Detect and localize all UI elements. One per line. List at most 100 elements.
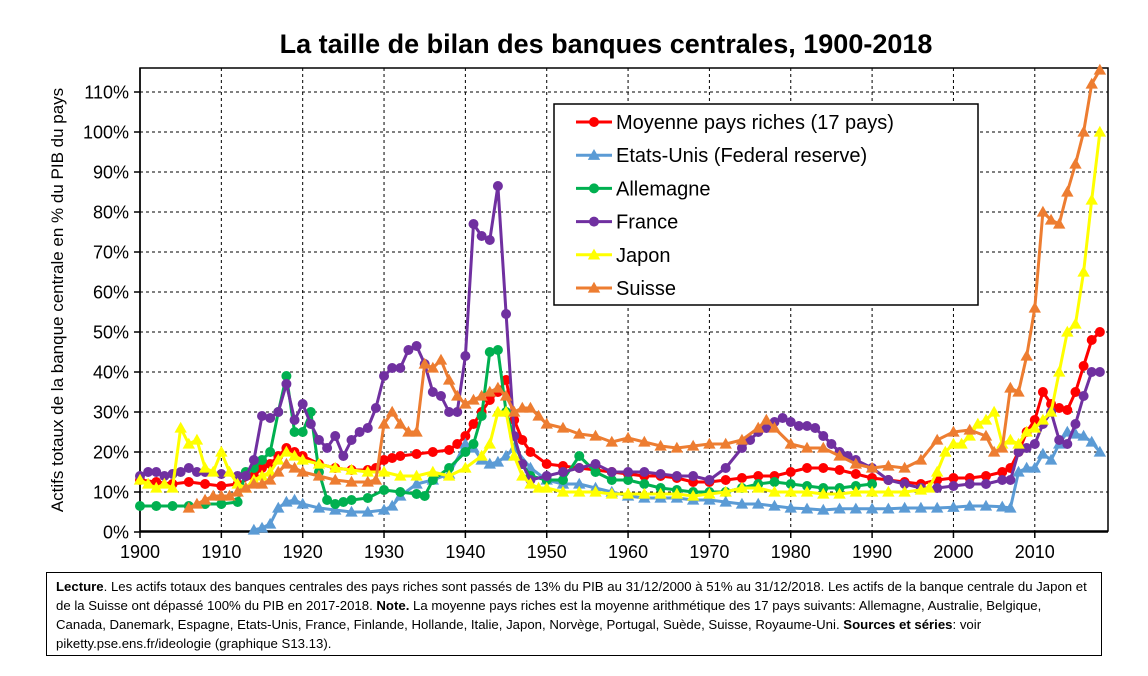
data-point [346, 435, 357, 445]
legend-marker [587, 281, 601, 293]
data-point [987, 405, 1001, 417]
data-point [410, 469, 423, 481]
data-point [223, 489, 236, 501]
legend-item: France [576, 212, 678, 234]
data-point [459, 437, 472, 449]
data-point [338, 497, 349, 507]
data-point [1069, 157, 1082, 169]
data-point [280, 445, 293, 457]
data-point [379, 371, 390, 381]
y-tick-label: 110% [84, 83, 129, 103]
data-point [882, 502, 895, 514]
data-point [288, 449, 301, 461]
data-point [312, 469, 326, 481]
data-point [263, 465, 277, 477]
data-point [753, 471, 764, 481]
data-point [785, 467, 796, 477]
data-point [272, 453, 285, 465]
data-point [719, 437, 732, 449]
data-point [670, 441, 684, 453]
data-point [346, 495, 357, 505]
data-point [556, 421, 570, 433]
data-point [403, 345, 414, 355]
data-point [329, 473, 342, 485]
data-point [499, 405, 513, 417]
data-point [1044, 405, 1058, 417]
legend-items: Moyenne pays riches (17 pays) Etats-Unis … [576, 112, 894, 300]
data-point [207, 489, 220, 501]
data-point [499, 389, 513, 401]
data-point [1044, 213, 1058, 225]
data-point [898, 485, 911, 497]
data-point [255, 469, 269, 481]
data-point [379, 485, 390, 495]
y-tick-label: 40% [93, 363, 129, 383]
data-point [190, 497, 204, 509]
data-point [777, 413, 788, 423]
data-point [296, 465, 309, 477]
data-point [158, 477, 171, 489]
y-tick-label: 0% [103, 523, 129, 543]
data-point [394, 417, 407, 429]
legend-item: Moyenne pays riches (17 pays) [576, 112, 894, 134]
legend-item: Allemagne [576, 178, 711, 200]
data-point [491, 381, 505, 393]
note-box: Lecture. Les actifs totaux des banques c… [46, 572, 1102, 656]
data-point [427, 387, 438, 397]
data-point [573, 427, 586, 439]
data-point [623, 475, 634, 485]
data-point [1028, 301, 1041, 313]
legend-label: Etats-Unis (Federal reserve) [616, 145, 867, 167]
data-point [850, 469, 861, 479]
data-point [434, 353, 448, 365]
data-point [1093, 63, 1107, 75]
data-point [395, 451, 406, 461]
data-point [1028, 421, 1041, 433]
note-sources-text: : voir piketty.pse.ens.fr/ideologie (gra… [56, 617, 982, 651]
data-point [215, 445, 228, 457]
data-point [865, 485, 879, 497]
data-point [703, 493, 716, 505]
data-point [370, 403, 381, 413]
data-point [605, 487, 618, 499]
data-point [818, 431, 829, 441]
data-point [216, 499, 227, 509]
data-point [427, 475, 438, 485]
data-point [322, 495, 333, 505]
data-point [784, 501, 797, 513]
data-point [574, 463, 585, 473]
data-point [1069, 317, 1082, 329]
legend-label: Suisse [616, 278, 676, 300]
data-point [719, 495, 732, 507]
data-point [1077, 125, 1090, 137]
note-note-text: La moyenne pays riches est la moyenne ar… [56, 598, 1042, 632]
data-point [483, 437, 496, 449]
legend-box [553, 103, 979, 306]
data-point [638, 435, 651, 447]
data-point [932, 483, 943, 493]
data-point [532, 481, 545, 493]
data-point [491, 455, 505, 467]
data-point [802, 463, 813, 473]
data-point [468, 219, 479, 229]
data-point [231, 485, 244, 497]
data-point [987, 445, 1001, 457]
data-point [1070, 419, 1081, 429]
x-tick-label: 1960 [608, 542, 648, 562]
data-point [1005, 475, 1016, 485]
data-point [166, 481, 179, 493]
data-point [460, 431, 471, 441]
data-point [280, 457, 293, 469]
data-point [411, 489, 422, 499]
data-point [980, 479, 991, 489]
data-point [387, 363, 398, 373]
data-point [255, 521, 269, 533]
data-point [849, 457, 863, 469]
legend-label: Japon [616, 245, 671, 267]
x-tick-label: 2000 [933, 542, 973, 562]
data-point [996, 500, 1009, 512]
data-point [329, 503, 342, 515]
data-point [255, 477, 269, 489]
data-point [1069, 427, 1082, 439]
data-point [833, 487, 846, 499]
